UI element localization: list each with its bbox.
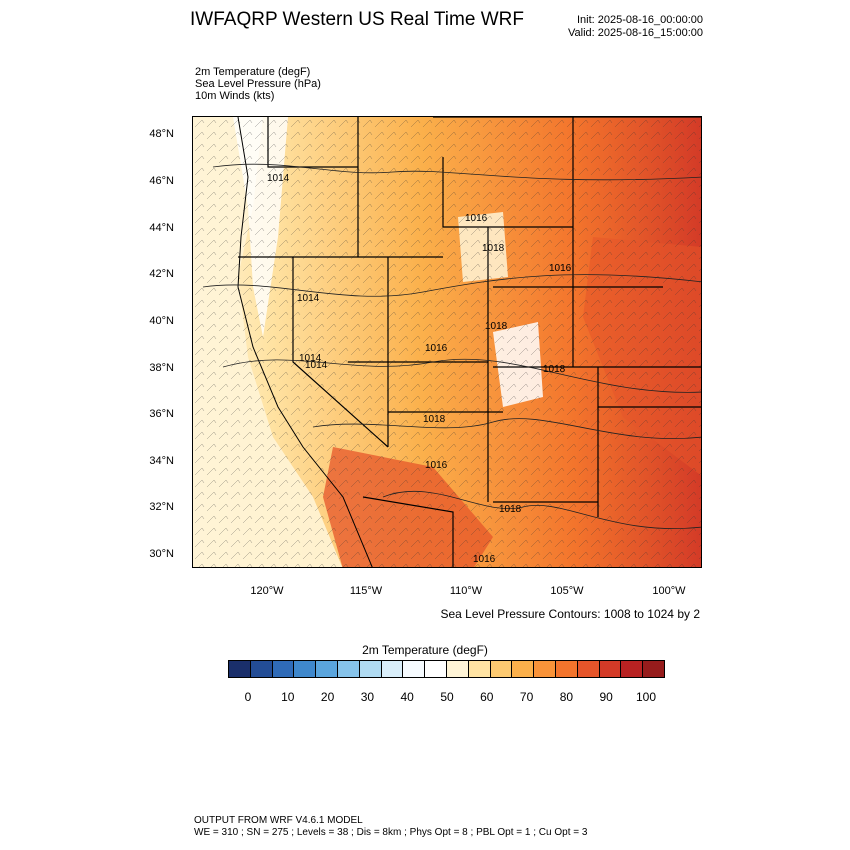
colorbar-swatch [250, 660, 273, 678]
colorbar-swatch [403, 660, 426, 678]
colorbar-swatch [316, 660, 338, 678]
latitude-label: 38°N [149, 362, 174, 374]
colorbar-tick-label: 20 [320, 690, 335, 704]
field-pressure: Sea Level Pressure (hPa) [195, 78, 321, 90]
colorbar-tick-label: 0 [244, 690, 252, 704]
colorbar-tick-label: 10 [281, 690, 295, 704]
colorbar-swatch [555, 660, 578, 678]
colorbar-swatch [359, 660, 382, 678]
colorbar-swatch [272, 660, 295, 678]
wind-barbs [193, 117, 701, 567]
colorbar-swatch [446, 660, 469, 678]
latitude-label: 36°N [149, 408, 174, 420]
valid-time: Valid: 2025-08-16_15:00:00 [568, 27, 703, 39]
pressure-contour-label: 1018 [485, 321, 508, 332]
latitude-label: 32°N [149, 501, 174, 513]
contour-note: Sea Level Pressure Contours: 1008 to 102… [440, 607, 701, 621]
colorbar-swatch [599, 660, 622, 678]
colorbar-swatch [294, 660, 317, 678]
colorbar-tick-label: 50 [440, 690, 454, 704]
colorbar-tick-label: 100 [635, 690, 657, 704]
colorbar-title: 2m Temperature (degF) [362, 643, 488, 657]
coastline [237, 117, 373, 567]
pressure-contour-label: 1014 [299, 353, 322, 364]
field-temperature: 2m Temperature (degF) [195, 66, 311, 78]
footer-line-1: OUTPUT FROM WRF V4.6.1 MODEL [194, 815, 363, 826]
colorbar-swatch [381, 660, 404, 678]
longitude-label: 120°W [250, 585, 284, 597]
field-winds: 10m Winds (kts) [195, 90, 275, 102]
colorbar-tick-label: 30 [360, 690, 375, 704]
model-footer: OUTPUT FROM WRF V4.6.1 MODEL WE = 310 ; … [194, 815, 587, 839]
colorbar-swatch [228, 660, 251, 678]
latitude-label: 42°N [149, 268, 174, 280]
latitude-label: 44°N [149, 222, 174, 234]
pressure-contour-label: 1014 [297, 293, 320, 304]
pressure-contour-label: 1016 [549, 263, 572, 274]
colorbar-swatch [490, 660, 513, 678]
longitude-label: 115°W [349, 585, 383, 597]
longitude-label: 100°W [652, 585, 686, 597]
pressure-contours [202, 163, 701, 529]
pressure-contour-label: 1016 [473, 554, 496, 565]
colorbar-swatch [643, 660, 665, 678]
latitude-label: 46°N [149, 175, 174, 187]
pressure-contour-label: 1018 [499, 504, 522, 515]
footer-line-2: WE = 310 ; SN = 275 ; Levels = 38 ; Dis … [194, 827, 588, 838]
pressure-contour-label: 1016 [425, 460, 448, 471]
colorbar-tick-label: 40 [400, 690, 414, 704]
pressure-contour-label: 1014 [267, 173, 290, 184]
pressure-contour-label: 1018 [543, 364, 566, 375]
longitude-label: 110°W [449, 585, 483, 597]
latitude-label: 40°N [149, 315, 174, 327]
colorbar-tick-label: 60 [480, 690, 494, 704]
colorbar-tick-label: 90 [599, 690, 613, 704]
colorbar-tick-label: 80 [559, 690, 574, 704]
field-list: 2m Temperature (degF) Sea Level Pressure… [195, 66, 321, 102]
map-panel: 1014 1014 1014 1016 1018 1016 1018 1016 1014 1018… [192, 116, 702, 568]
pressure-contour-label: 1014 [305, 360, 328, 371]
colorbar-swatch [425, 660, 447, 678]
colorbar-swatch [337, 660, 360, 678]
colorbar-swatch [534, 660, 556, 678]
latitude-label: 30°N [149, 548, 174, 560]
pressure-contour-label: 1016 [465, 213, 488, 224]
init-time: Init: 2025-08-16_00:00:00 [577, 14, 703, 26]
colorbar-swatch [621, 660, 644, 678]
init-valid-times: Init: 2025-08-16_00:00:00 Valid: 2025-08… [568, 14, 703, 40]
colorbar-swatch [577, 660, 600, 678]
colorbar-swatch [512, 660, 535, 678]
colorbar-swatch [468, 660, 491, 678]
longitude-label: 105°W [550, 585, 584, 597]
pressure-contour-label: 1018 [482, 243, 505, 254]
pressure-contour-label: 1018 [423, 414, 446, 425]
pressure-contour-label: 1016 [425, 343, 448, 354]
map-title: IWFAQRP Western US Real Time WRF [190, 9, 524, 30]
colorbar [228, 660, 665, 678]
map-graphic [193, 117, 701, 567]
colorbar-tick-label: 70 [519, 690, 534, 704]
latitude-label: 48°N [149, 128, 174, 140]
latitude-label: 34°N [149, 455, 174, 467]
